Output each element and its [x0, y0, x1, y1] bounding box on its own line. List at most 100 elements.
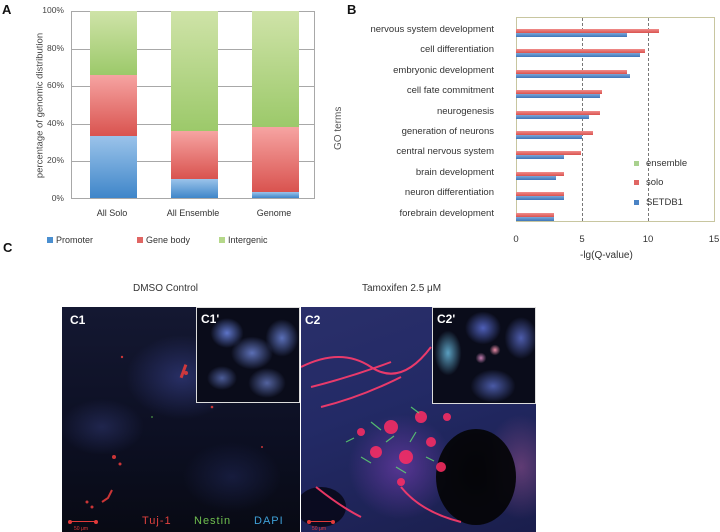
legend-swatch [219, 237, 225, 243]
gene-body-segment [90, 74, 137, 137]
chart-b-x-tick: 5 [579, 234, 585, 245]
legend-swatch [634, 180, 639, 185]
chart-a-x-tick: Genome [256, 208, 292, 218]
c2-scale-bar [307, 519, 335, 524]
chart-b-go-term: neurogenesis [436, 105, 494, 117]
chart-b-reference-line [582, 18, 583, 221]
chart-b-legend-item: SETDB1 [634, 197, 683, 208]
bar-setdb1 [516, 114, 589, 119]
chart-a-y-tick: 80% [46, 42, 64, 53]
chart-b-x-axis-label: -lg(Q-value) [580, 250, 633, 261]
panel-letter-b: B [347, 2, 357, 17]
chart-b-go-term: cell fate commitment [406, 85, 494, 97]
c2-prime-label: C2' [437, 312, 456, 326]
promoter-segment [171, 179, 218, 198]
bar-solo [516, 192, 564, 197]
chart-b-legend-item: solo [634, 177, 663, 188]
gene-body-segment [252, 126, 299, 193]
chart-a-y-axis-label: percentage of genomic distribution [34, 32, 46, 179]
chart-a-legend-item: Gene body [137, 235, 190, 245]
chart-a-stacked-bar [171, 11, 218, 198]
chart-b-x-tick: 10 [642, 234, 654, 245]
chart-a-legend-item: Intergenic [219, 235, 268, 245]
chart-b-go-term: forebrain development [399, 207, 494, 219]
chart-a-y-tick: 60% [46, 80, 64, 91]
chart-a-y-tick: 100% [42, 5, 64, 15]
chart-b-go-term: central nervous system [396, 146, 494, 158]
chart-a-plot-area [71, 11, 315, 199]
chart-b-go-term: neuron differentiation [404, 187, 494, 199]
chart-b-x-tick: 0 [513, 234, 519, 245]
bar-solo [516, 29, 659, 33]
chart-a-stacked-bar [252, 11, 299, 198]
c1-scale-bar [68, 519, 98, 524]
legend-label: Promoter [56, 235, 94, 245]
bar-setdb1 [516, 53, 641, 58]
chart-b-x-tick: 15 [708, 234, 720, 245]
chart-a-legend-item: Promoter [47, 235, 93, 245]
bar-solo [516, 90, 602, 95]
dmso-control-title: DMSO Control [133, 283, 199, 294]
micrograph-c1: C1 C1' 50 μm Tuj-1 Nestin DAPI [62, 307, 300, 532]
c1-prime-label: C1' [201, 312, 220, 326]
bar-setdb1 [516, 73, 630, 78]
bar-setdb1 [516, 196, 564, 201]
tamoxifen-title: Tamoxifen 2.5 μM [362, 283, 442, 294]
legend-swatch [634, 161, 639, 166]
chart-b-go-term: nervous system development [370, 24, 494, 35]
bar-setdb1 [516, 94, 601, 99]
bar-solo [516, 131, 593, 135]
c1-label: C1 [70, 313, 86, 327]
promoter-segment [90, 136, 137, 198]
intergenic-segment [171, 11, 218, 131]
c2-cell-signals [301, 346, 516, 527]
chart-a-y-tick: 0% [51, 193, 64, 203]
bar-solo [516, 212, 555, 217]
bar-solo [516, 151, 581, 156]
intergenic-segment [252, 11, 299, 127]
bar-setdb1 [516, 155, 564, 160]
chart-a-stacked-bar [90, 11, 137, 198]
panel-letter-c: C [3, 240, 13, 255]
bar-solo [516, 171, 564, 176]
inset-c2-prime: C2' [432, 307, 536, 404]
stain-legend-tuj1: Tuj-1 [142, 515, 172, 527]
chart-a-x-tick: All Ensemble [166, 208, 220, 218]
legend-label: Intergenic [228, 235, 268, 245]
chart-b-legend-item: ensemble [634, 158, 687, 169]
bar-setdb1 [516, 135, 582, 139]
legend-swatch [137, 237, 143, 243]
micrograph-c2: C2 C2' 50 μm [301, 307, 536, 532]
chart-b-go-term: generation of neurons [401, 126, 494, 137]
promoter-segment [252, 192, 299, 198]
bar-setdb1 [516, 33, 627, 37]
bar-setdb1 [516, 216, 555, 221]
bar-solo [516, 69, 627, 74]
legend-label: ensemble [646, 158, 688, 169]
legend-label: solo [646, 177, 664, 188]
chart-b-reference-line [648, 18, 649, 221]
legend-label: Gene body [146, 235, 191, 245]
chart-a-y-tick: 20% [46, 155, 64, 166]
chart-b-go-term: embryonic development [393, 64, 494, 76]
legend-swatch [634, 200, 639, 205]
chart-a-x-tick: All Solo [96, 208, 128, 218]
legend-label: SETDB1 [646, 197, 683, 208]
chart-b-go-term: brain development [415, 166, 494, 178]
stain-legend-dapi: DAPI [254, 515, 284, 527]
chart-b-plot-area [516, 17, 715, 222]
stain-legend-nestin: Nestin [194, 515, 232, 527]
bar-solo [516, 110, 601, 115]
legend-swatch [47, 237, 53, 243]
inset-c1-prime: C1' [196, 307, 300, 403]
bar-setdb1 [516, 175, 556, 180]
chart-a-y-tick: 40% [46, 117, 64, 128]
gene-body-segment [171, 130, 218, 180]
bar-solo [516, 49, 646, 54]
c2-scale-text: 50 μm [312, 526, 326, 532]
panel-letter-a: A [2, 2, 12, 17]
c1-scale-text: 50 μm [74, 526, 88, 532]
chart-b-go-term: cell differentiation [420, 44, 494, 56]
c2-label: C2 [305, 313, 321, 327]
intergenic-segment [90, 11, 137, 75]
